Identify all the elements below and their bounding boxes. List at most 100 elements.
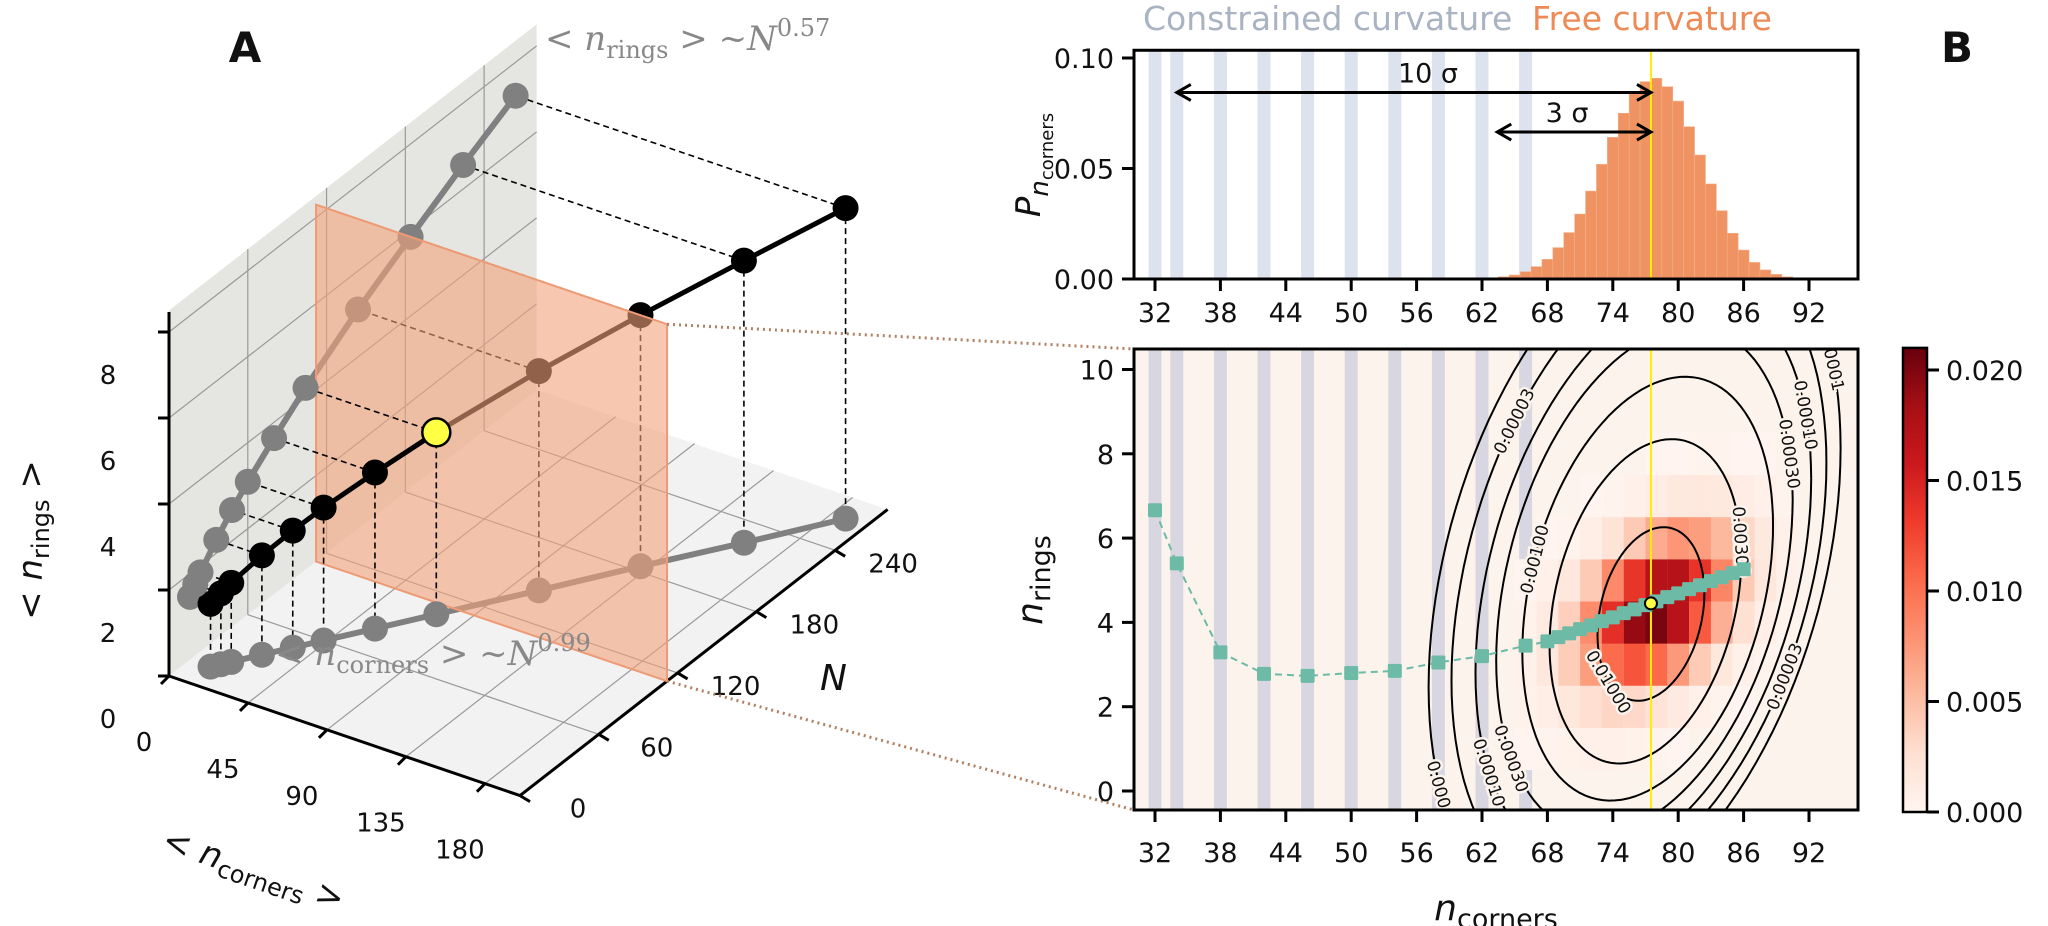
heatmap-cell — [1710, 474, 1733, 518]
histogram-bar — [1650, 78, 1663, 280]
n-tick-label: 120 — [711, 672, 761, 702]
heatmap-cell — [1645, 727, 1668, 771]
histogram-x-tick-label: 74 — [1596, 298, 1630, 329]
histogram-x-tick-label: 80 — [1661, 298, 1695, 329]
data-line — [742, 205, 847, 263]
heatmap-cell — [1667, 474, 1690, 518]
mean-path-marker — [1594, 614, 1609, 629]
mean-path-marker — [1693, 578, 1707, 593]
histogram-x-tick-label: 38 — [1203, 298, 1237, 329]
corners-tick-label: 180 — [435, 836, 485, 866]
histogram-bar — [1726, 232, 1739, 280]
wall-projection-point — [203, 526, 230, 553]
mean-path-marker — [1682, 582, 1697, 597]
contour-line — [1495, 349, 1794, 810]
heatmap-cell — [1667, 517, 1690, 560]
histogram-bar — [1574, 213, 1586, 280]
data-point — [730, 247, 757, 274]
heatmap-cell — [1580, 559, 1602, 602]
rings-tick-label: 0 — [100, 705, 117, 735]
wall-projection-dashed-line — [273, 437, 376, 474]
corners-scaling-annotation: < ncorners > ~N0.99 — [275, 629, 591, 679]
heatmap-panel: 0.010000.003000.001000.000300.000300.000… — [1080, 347, 1860, 869]
constrained-stripe — [1301, 349, 1315, 810]
histogram-bar — [1639, 81, 1652, 280]
constrained-curvature-label: Constrained curvature — [1143, 0, 1512, 38]
heatmap-cell — [1645, 685, 1668, 728]
mean-path-marker — [1300, 668, 1315, 683]
constrained-stripe — [1213, 349, 1227, 810]
heatmap-cell — [1601, 559, 1624, 602]
histogram-y-label: Pncorners — [1009, 113, 1058, 217]
heatmap-cell — [1776, 559, 1799, 602]
heatmap-cell — [1558, 727, 1581, 771]
floor-gridline — [484, 497, 853, 785]
mean-path-marker — [1584, 618, 1598, 633]
heatmap-x-tick-label: 50 — [1334, 838, 1368, 869]
heatmap-x-tick-label: 44 — [1269, 838, 1303, 869]
data-point — [218, 569, 245, 596]
histogram-bar — [1672, 100, 1684, 280]
mean-path-dashed-line — [1154, 509, 1744, 677]
panel-label-a: A — [229, 23, 262, 72]
sigma-arrow-head-right — [1636, 122, 1654, 142]
histogram-bar — [1705, 183, 1717, 280]
highlight-point — [1643, 596, 1658, 611]
heatmap-plot-area: 0.010000.003000.001000.000300.000300.000… — [1134, 349, 1858, 810]
heatmap-cell — [1623, 474, 1646, 518]
corners-axis-tick — [159, 674, 171, 686]
heatmap-x-tick-label: 62 — [1465, 838, 1499, 869]
constrained-stripe — [1148, 50, 1162, 279]
histogram-x-tick-label: 50 — [1334, 298, 1368, 329]
wall-projection-dashed-line — [305, 387, 437, 434]
rings-axis-label-3d: < nrings > — [11, 460, 55, 620]
constrained-stripe — [1388, 50, 1402, 279]
heatmap-cell — [1689, 517, 1711, 560]
contour-line — [1427, 349, 1842, 810]
contour-line — [1596, 526, 1706, 702]
heatmap-cell — [1580, 727, 1602, 771]
wall-projection-point — [219, 496, 246, 523]
sigma-arrow-head-left — [1494, 122, 1513, 142]
floor-projection-point — [730, 529, 757, 556]
constrained-stripe — [1475, 349, 1489, 810]
mean-path-marker — [1703, 574, 1718, 589]
n-axis-tick — [755, 610, 768, 619]
heatmap-cell — [1689, 474, 1711, 518]
heatmap-cell — [1710, 601, 1733, 644]
n-tick-label: 60 — [640, 733, 673, 763]
histogram-bar — [1716, 210, 1728, 280]
histogram-bar — [1552, 247, 1565, 280]
histogram-bar — [1683, 126, 1695, 280]
constrained-stripe — [1213, 50, 1227, 279]
corners-tick-label: 0 — [136, 728, 153, 758]
mean-path-marker — [1573, 622, 1588, 637]
heatmap-cell — [1623, 559, 1646, 602]
sigma-arrow-head-left — [1173, 83, 1192, 102]
heatmap-cell — [1514, 685, 1537, 728]
histogram-bar — [1737, 249, 1750, 280]
histogram-y-tick-label: 0.00 — [1054, 265, 1114, 296]
rings-scaling-annotation: < nrings > ~N0.57 — [545, 14, 830, 64]
heatmap-y-tick-label: 4 — [1097, 608, 1114, 639]
heatmap-cell — [1623, 517, 1646, 560]
wall-gridline — [168, 45, 538, 333]
floor-projection-point — [218, 648, 245, 675]
heatmap-cell — [1754, 601, 1777, 644]
colorbar-tick-label: 0.015 — [1946, 467, 2023, 498]
wall-projection-dashed-line — [247, 481, 324, 509]
heatmap-cell — [1601, 727, 1624, 771]
heatmap-x-tick-label: 74 — [1596, 838, 1630, 869]
histogram-bar — [1563, 232, 1575, 280]
data-point — [279, 517, 306, 544]
colorbar-tick-label: 0.010 — [1946, 577, 2023, 608]
mean-path-marker — [1169, 556, 1184, 571]
n-axis-tick — [834, 549, 846, 558]
n-tick-label: 180 — [790, 611, 840, 641]
colorbar-tick-label: 0.000 — [1946, 798, 2023, 829]
free-curvature-label: Free curvature — [1532, 0, 1772, 38]
colorbar-tick-label: 0.005 — [1946, 688, 2023, 719]
heatmap-cell — [1558, 559, 1581, 602]
heatmap-cell — [1558, 643, 1581, 686]
data-point — [310, 494, 337, 521]
